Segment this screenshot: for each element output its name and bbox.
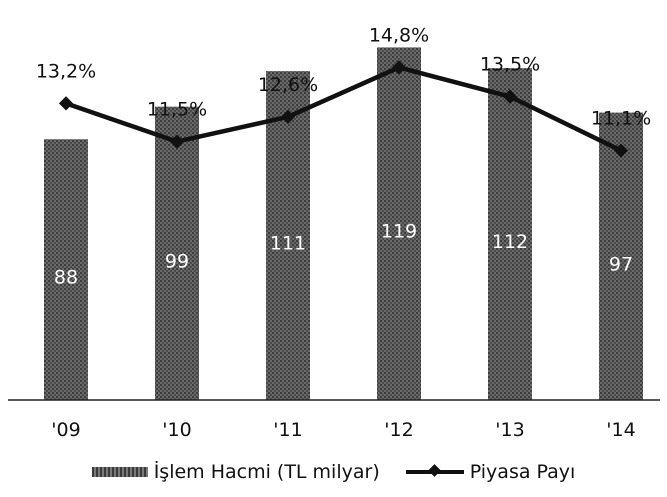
- line-point-marker: [391, 60, 407, 75]
- line-value-label: 11,5%: [147, 99, 207, 121]
- bar: [488, 68, 532, 401]
- bar: [599, 112, 643, 400]
- line-value-label: 13,2%: [36, 60, 96, 82]
- bar-series: [44, 47, 643, 401]
- x-tick-label: '13: [495, 419, 524, 441]
- line-point-marker: [169, 134, 185, 149]
- legend-item-bar: İşlem Hacmi (TL milyar): [91, 461, 380, 483]
- bar-value-label: 97: [609, 253, 633, 275]
- legend-item-line: Piyasa Payı: [405, 461, 576, 483]
- x-tick-label: '11: [273, 419, 302, 441]
- bar-value-label: 88: [54, 267, 78, 289]
- bar: [44, 139, 88, 400]
- legend-diamond-marker: [427, 464, 441, 477]
- line-value-label: 14,8%: [369, 24, 429, 46]
- x-tick-label: '14: [606, 419, 635, 441]
- bar: [377, 47, 421, 400]
- line-value-label: 11,1%: [591, 108, 651, 130]
- x-tick-label: '10: [162, 419, 191, 441]
- x-tick-labels: '09 '10 '11 '12 '13 '14: [51, 419, 635, 441]
- line-point-marker: [613, 143, 629, 158]
- bar-value-label: 99: [165, 250, 189, 272]
- bar-value-label: 112: [492, 231, 528, 253]
- legend: İşlem Hacmi (TL milyar) Piyasa Payı: [0, 455, 667, 489]
- bar-value-label: 119: [381, 221, 417, 243]
- line-value-labels: 13,2% 11,5% 12,6% 14,8% 13,5% 11,1%: [36, 24, 651, 129]
- legend-bar-label: İşlem Hacmi (TL milyar): [153, 461, 380, 483]
- line-value-label: 12,6%: [258, 74, 318, 96]
- legend-bar-swatch: [91, 467, 148, 477]
- x-tick-label: '12: [384, 419, 413, 441]
- chart: 88 99 111 119 112 97 '09 '10 '11 '12 '13 '14 13,2%…: [8, 24, 660, 441]
- line-path: [65, 65, 622, 153]
- bar: [266, 71, 310, 400]
- line-point-marker: [502, 89, 518, 104]
- legend-line-swatch: [405, 464, 464, 477]
- bar-value-labels: 88 99 111 119 112 97: [54, 221, 633, 289]
- line-point-marker: [280, 109, 296, 124]
- line-series: [58, 60, 629, 158]
- legend-line-label: Piyasa Payı: [469, 461, 576, 483]
- line-point-marker: [58, 96, 74, 111]
- bar-value-label: 111: [270, 233, 306, 255]
- bar: [155, 106, 199, 401]
- line-value-label: 13,5%: [480, 54, 540, 76]
- x-tick-label: '09: [51, 419, 80, 441]
